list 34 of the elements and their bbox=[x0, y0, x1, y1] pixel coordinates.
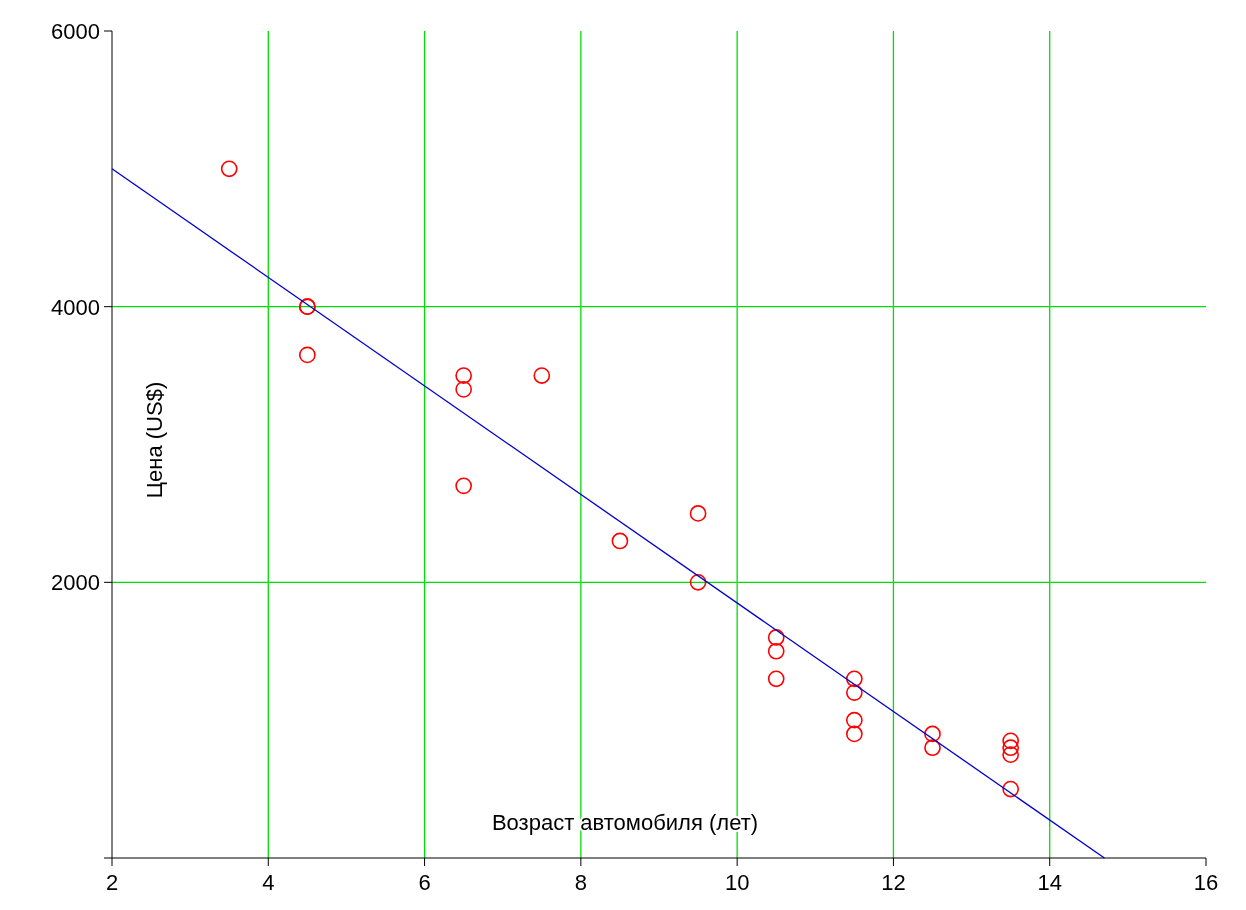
point bbox=[767, 670, 785, 688]
point bbox=[455, 477, 473, 495]
x-tick-label: 8 bbox=[574, 870, 587, 895]
point bbox=[1002, 780, 1020, 798]
point bbox=[924, 725, 941, 743]
point bbox=[298, 346, 316, 364]
point bbox=[533, 367, 551, 384]
point bbox=[1002, 746, 1020, 763]
y-axis-title: Цена (US$) bbox=[142, 381, 167, 499]
x-tick-label: 12 bbox=[881, 870, 906, 895]
y-tick-label: 2000 bbox=[51, 570, 100, 596]
x-tick-label: 10 bbox=[724, 870, 750, 895]
point bbox=[767, 642, 785, 660]
x-tick-label: 14 bbox=[1037, 870, 1062, 895]
point bbox=[220, 160, 238, 178]
y-tick-label: 6000 bbox=[51, 19, 100, 44]
point bbox=[1002, 732, 1020, 750]
point bbox=[845, 711, 863, 729]
x-tick-label: 4 bbox=[262, 870, 275, 895]
y-tick-label: 4000 bbox=[51, 294, 100, 320]
x-tick-label: 2 bbox=[105, 870, 119, 895]
x-tick-label: 16 bbox=[1193, 870, 1219, 895]
point bbox=[845, 670, 863, 688]
point bbox=[611, 532, 629, 550]
point bbox=[689, 573, 707, 591]
point bbox=[689, 505, 707, 522]
point bbox=[455, 367, 473, 384]
point bbox=[845, 725, 863, 743]
point bbox=[845, 684, 863, 701]
point bbox=[924, 739, 941, 757]
x-tick-label: 6 bbox=[418, 870, 431, 895]
point bbox=[455, 381, 473, 398]
point bbox=[767, 629, 785, 646]
point bbox=[1002, 739, 1020, 757]
